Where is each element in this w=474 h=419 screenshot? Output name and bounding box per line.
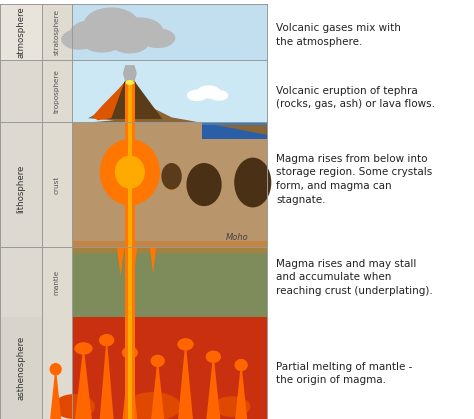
Bar: [72, 4, 267, 60]
Ellipse shape: [177, 338, 194, 351]
Ellipse shape: [83, 8, 139, 42]
Bar: [72, 247, 267, 317]
Ellipse shape: [100, 139, 160, 205]
Text: Moho: Moho: [225, 233, 248, 242]
Text: mantle: mantle: [54, 269, 60, 295]
Bar: [169, 177, 174, 189]
Bar: [0, 4, 42, 60]
Bar: [250, 189, 255, 207]
Bar: [0, 60, 42, 317]
Bar: [201, 189, 207, 206]
Bar: [202, 122, 267, 125]
Ellipse shape: [122, 347, 138, 359]
Polygon shape: [75, 344, 92, 419]
Ellipse shape: [186, 163, 222, 206]
Bar: [72, 317, 267, 419]
Polygon shape: [72, 85, 267, 135]
Polygon shape: [122, 349, 137, 419]
Text: Magma rises from below into
storage region. Some crystals
form, and magma can
st: Magma rises from below into storage regi…: [276, 154, 432, 204]
Ellipse shape: [124, 80, 136, 85]
Ellipse shape: [104, 21, 137, 41]
Bar: [72, 60, 267, 122]
Ellipse shape: [213, 396, 250, 417]
Bar: [128, 82, 132, 419]
Text: troposphere: troposphere: [54, 69, 60, 113]
Polygon shape: [50, 365, 61, 419]
Polygon shape: [206, 353, 220, 419]
Polygon shape: [150, 247, 156, 274]
Text: stratosphere: stratosphere: [54, 9, 60, 55]
Ellipse shape: [49, 363, 62, 375]
Ellipse shape: [61, 29, 97, 50]
Ellipse shape: [151, 355, 165, 367]
Polygon shape: [132, 247, 137, 270]
Text: Volcanic gases mix with
the atmosphere.: Volcanic gases mix with the atmosphere.: [276, 23, 401, 47]
Text: lithosphere: lithosphere: [17, 165, 26, 213]
Ellipse shape: [125, 392, 181, 419]
Polygon shape: [100, 336, 114, 419]
Text: crust: crust: [54, 176, 60, 194]
Ellipse shape: [140, 28, 175, 48]
Bar: [0, 317, 42, 419]
Text: asthenosphere: asthenosphere: [17, 336, 26, 400]
Ellipse shape: [111, 34, 148, 54]
Ellipse shape: [82, 32, 121, 53]
Ellipse shape: [161, 163, 182, 189]
Polygon shape: [117, 247, 124, 276]
Bar: [125, 82, 135, 419]
Ellipse shape: [206, 351, 221, 363]
Ellipse shape: [210, 90, 228, 101]
Ellipse shape: [197, 85, 221, 99]
Text: Partial melting of mantle -
the origin of magma.: Partial melting of mantle - the origin o…: [276, 362, 412, 385]
Ellipse shape: [126, 80, 134, 85]
Polygon shape: [151, 357, 164, 419]
Ellipse shape: [115, 17, 163, 45]
Polygon shape: [235, 361, 247, 419]
Ellipse shape: [70, 20, 116, 47]
Ellipse shape: [187, 90, 207, 101]
Text: atmosphere: atmosphere: [17, 6, 26, 58]
Ellipse shape: [235, 359, 248, 371]
Bar: [202, 122, 267, 139]
Polygon shape: [93, 83, 124, 120]
Polygon shape: [178, 340, 193, 419]
Polygon shape: [123, 65, 137, 82]
Ellipse shape: [234, 158, 271, 207]
Ellipse shape: [115, 155, 145, 189]
Ellipse shape: [99, 334, 114, 347]
Bar: [72, 241, 267, 253]
Bar: [72, 122, 267, 247]
Bar: [42, 4, 72, 419]
Text: Volcanic eruption of tephra
(rocks, gas, ash) or lava flows.: Volcanic eruption of tephra (rocks, gas,…: [276, 85, 435, 109]
Ellipse shape: [54, 394, 95, 419]
Polygon shape: [97, 83, 162, 119]
Text: Magma rises and may stall
and accumulate when
reaching crust (underplating).: Magma rises and may stall and accumulate…: [276, 259, 433, 296]
Ellipse shape: [74, 342, 92, 355]
